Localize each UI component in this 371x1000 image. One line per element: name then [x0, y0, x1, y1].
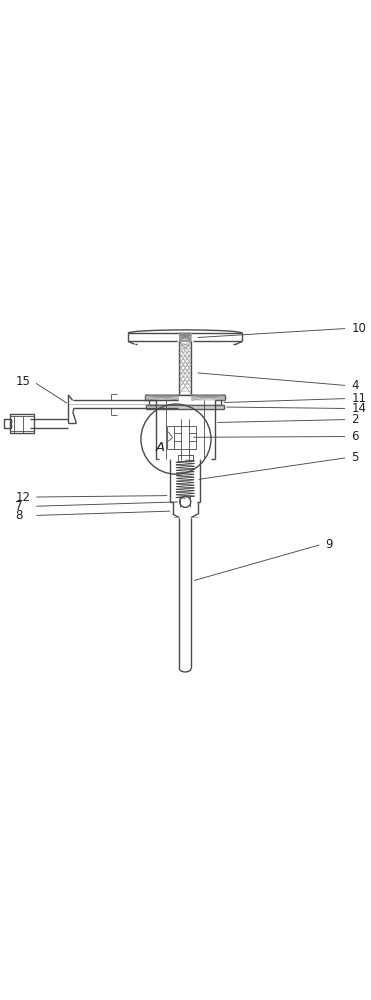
Text: 10: 10	[351, 322, 366, 335]
Text: 5: 5	[351, 451, 359, 464]
Text: 4: 4	[351, 379, 359, 392]
Text: 6: 6	[351, 430, 359, 443]
Bar	[4, 419, 12, 428]
Bar	[178, 455, 193, 461]
Bar	[10, 414, 34, 433]
Text: 11: 11	[351, 392, 366, 405]
Text: 14: 14	[351, 402, 366, 415]
Text: 9: 9	[325, 538, 333, 551]
Text: 12: 12	[16, 491, 30, 504]
Text: 2: 2	[351, 413, 359, 426]
Text: 15: 15	[16, 375, 30, 388]
Text: 8: 8	[16, 509, 23, 522]
Text: 7: 7	[16, 500, 23, 513]
Text: A: A	[156, 441, 165, 454]
Bar	[174, 426, 196, 449]
